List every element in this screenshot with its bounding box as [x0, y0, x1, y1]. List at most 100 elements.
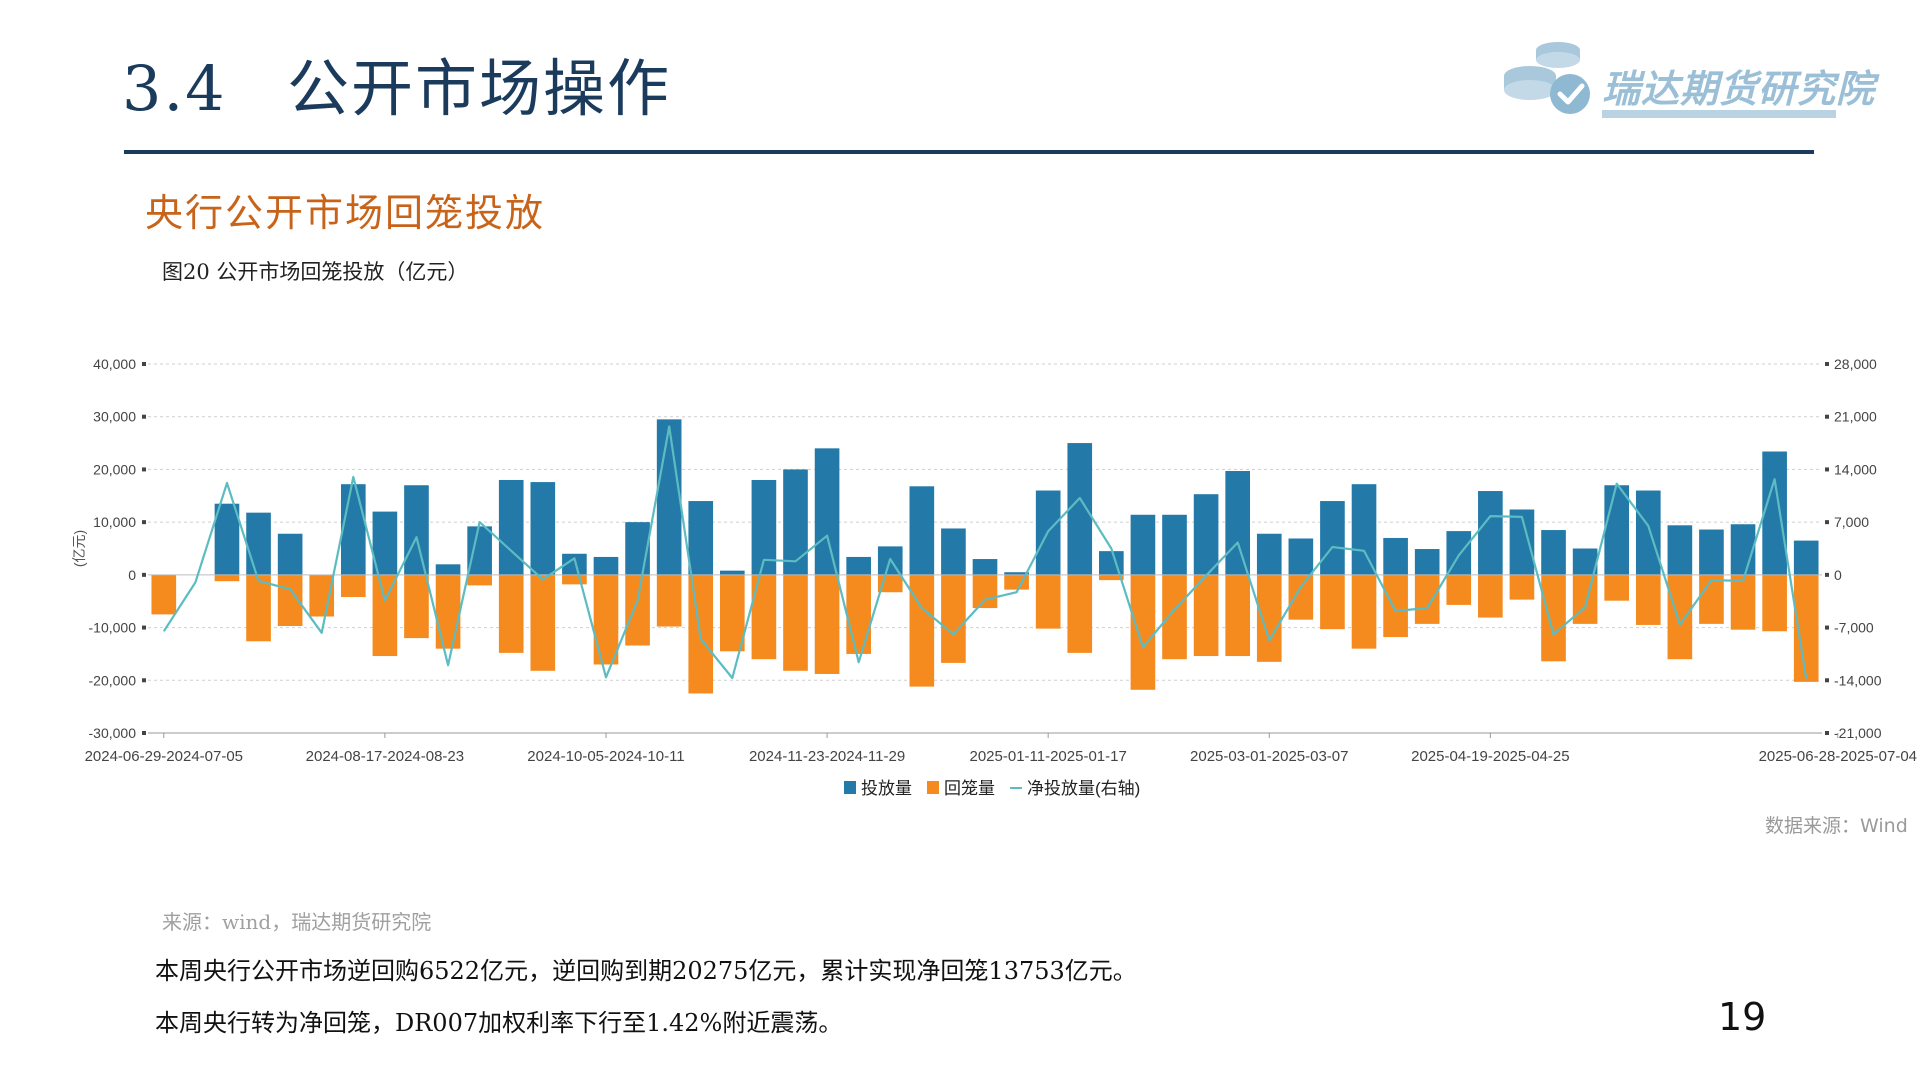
withdrawal-bar: [1730, 574, 1756, 630]
title-divider: [124, 150, 1814, 154]
withdrawal-bar: [1162, 574, 1187, 660]
logo-text: 瑞达期货研究院: [1602, 67, 1876, 111]
withdrawal-bar: [1288, 574, 1314, 620]
injection-bar: [1383, 537, 1408, 575]
x-tick-label: 2025-03-01-2025-03-07: [1190, 748, 1348, 765]
withdrawal-bar: [404, 574, 429, 639]
injection-bar: [404, 485, 429, 575]
x-tick-label: 2024-06-29-2024-07-05: [85, 748, 243, 765]
withdrawal-bar: [593, 574, 619, 665]
withdrawal-bar: [151, 574, 177, 615]
injection-bar: [1699, 529, 1724, 575]
withdrawal-bar: [214, 574, 240, 582]
injection-bar: [783, 469, 808, 575]
y2-tick-label: 14,000: [1834, 461, 1877, 477]
withdrawal-bar: [530, 574, 556, 671]
withdrawal-bar: [1478, 574, 1503, 618]
withdrawal-bar: [1256, 574, 1282, 662]
y2-tick-mark: [1825, 625, 1829, 630]
withdrawal-bar: [1509, 574, 1535, 600]
injection-bar: [435, 564, 461, 575]
y2-tick-label: -14,000: [1834, 672, 1882, 688]
withdrawal-bar: [941, 574, 966, 663]
withdrawal-bar: [340, 574, 366, 597]
injection-bar: [1099, 551, 1124, 575]
y2-tick-mark: [1825, 678, 1829, 683]
section-number: 3.4: [122, 52, 227, 125]
injection-bar: [1604, 485, 1630, 575]
y-tick-label: 30,000: [93, 409, 136, 425]
injection-bar: [972, 559, 998, 575]
withdrawal-bar: [972, 574, 998, 609]
injection-bar: [1256, 533, 1282, 575]
withdrawal-bar: [751, 574, 777, 660]
x-tick-label: 2025-06-28-2025-07-04: [1759, 748, 1917, 765]
figure-caption: 图20 公开市场回笼投放（亿元）: [162, 260, 469, 284]
injection-bar: [1414, 549, 1440, 575]
withdrawal-bar: [1099, 574, 1124, 581]
y2-tick-label: -21,000: [1834, 725, 1882, 741]
coin-stack-icon: [1504, 42, 1590, 114]
injection-bar: [1288, 538, 1314, 575]
withdrawal-bar: [783, 574, 808, 671]
withdrawal-bar: [1572, 574, 1598, 624]
injection-bar: [909, 486, 935, 575]
legend-swatch-injection: [844, 781, 856, 794]
y-tick-mark: [142, 678, 146, 683]
withdrawal-bar: [1320, 574, 1345, 630]
withdrawal-bar: [1130, 574, 1156, 690]
y-tick-label: 20,000: [93, 461, 136, 477]
withdrawal-bar: [1604, 574, 1630, 601]
withdrawal-bar: [1762, 574, 1787, 632]
y2-tick-label: 21,000: [1834, 409, 1877, 425]
injection-bar: [1667, 525, 1693, 575]
withdrawal-bar: [720, 574, 745, 652]
y2-tick-mark: [1825, 520, 1829, 525]
x-tick-label: 2024-11-23-2024-11-29: [749, 748, 905, 765]
x-tick-label: 2025-04-19-2025-04-25: [1411, 748, 1569, 765]
injection-bar: [214, 503, 240, 575]
y2-tick-label: 28,000: [1834, 356, 1877, 372]
withdrawal-bar: [372, 574, 398, 657]
y2-tick-mark: [1825, 414, 1829, 419]
y2-tick-label: 7,000: [1834, 514, 1869, 530]
legend-label: 净投放量(右轴): [1027, 779, 1140, 798]
injection-bar: [1762, 451, 1787, 575]
withdrawal-bar: [1446, 574, 1472, 605]
chart-data-source: 数据来源：Wind: [1765, 815, 1908, 837]
injection-bar: [498, 479, 524, 575]
y-tick-mark: [142, 467, 146, 472]
y-axis-label: (亿元): [71, 530, 87, 567]
withdrawal-bar: [1351, 574, 1377, 649]
legend-swatch-withdrawal: [927, 781, 939, 794]
withdrawal-bar: [1699, 574, 1724, 624]
y-tick-label: -30,000: [89, 725, 137, 741]
injection-bar: [1130, 514, 1156, 575]
withdrawal-bar: [1414, 574, 1440, 624]
withdrawal-bar: [846, 574, 871, 654]
injection-bar: [625, 522, 650, 575]
legend-label: 回笼量: [944, 779, 995, 798]
y-tick-label: 10,000: [93, 514, 136, 530]
injection-bar: [1351, 484, 1377, 575]
y2-tick-mark: [1825, 362, 1829, 366]
injection-bar: [941, 528, 966, 575]
injection-bar: [1478, 491, 1503, 575]
summary-line-1: 本周央行公开市场逆回购6522亿元，逆回购到期20275亿元，累计实现净回笼13…: [155, 957, 1137, 985]
source-note: 来源：wind，瑞达期货研究院: [162, 910, 432, 934]
y-tick-mark: [142, 520, 146, 525]
y2-tick-mark: [1825, 467, 1829, 472]
injection-bar: [1004, 572, 1029, 575]
injection-bar: [246, 512, 271, 575]
y2-tick-label: -7,000: [1834, 620, 1874, 636]
withdrawal-bar: [435, 574, 461, 649]
y-tick-mark: [142, 625, 146, 630]
logo-underline: [1602, 110, 1836, 118]
page-number: 19: [1718, 995, 1767, 1039]
injection-bar: [1541, 530, 1566, 575]
subtitle: 央行公开市场回笼投放: [145, 191, 546, 235]
withdrawal-bar: [1667, 574, 1693, 660]
y2-tick-label: 0: [1834, 567, 1842, 583]
y-tick-label: 0: [128, 567, 136, 583]
withdrawal-bar: [1541, 574, 1566, 662]
